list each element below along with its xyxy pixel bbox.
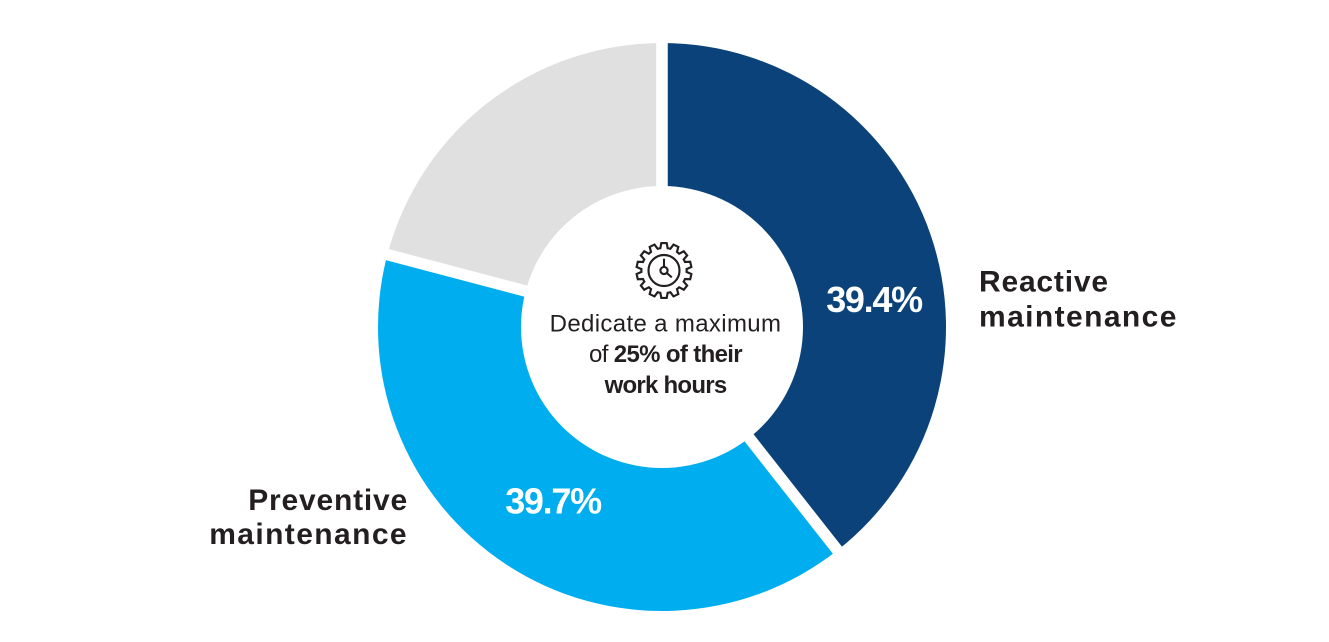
svg-text:maintenance: maintenance xyxy=(209,518,408,551)
svg-text:work hours: work hours xyxy=(604,372,727,399)
svg-text:maintenance: maintenance xyxy=(979,301,1178,334)
svg-text:Dedicate a maximum: Dedicate a maximum xyxy=(550,311,782,338)
svg-text:39.7%: 39.7% xyxy=(505,481,602,522)
svg-text:39.4%: 39.4% xyxy=(826,279,923,320)
svg-text:Reactive: Reactive xyxy=(979,266,1109,299)
svg-text:Preventive: Preventive xyxy=(248,484,408,517)
svg-text:of 25% of their: of 25% of their xyxy=(589,341,742,368)
